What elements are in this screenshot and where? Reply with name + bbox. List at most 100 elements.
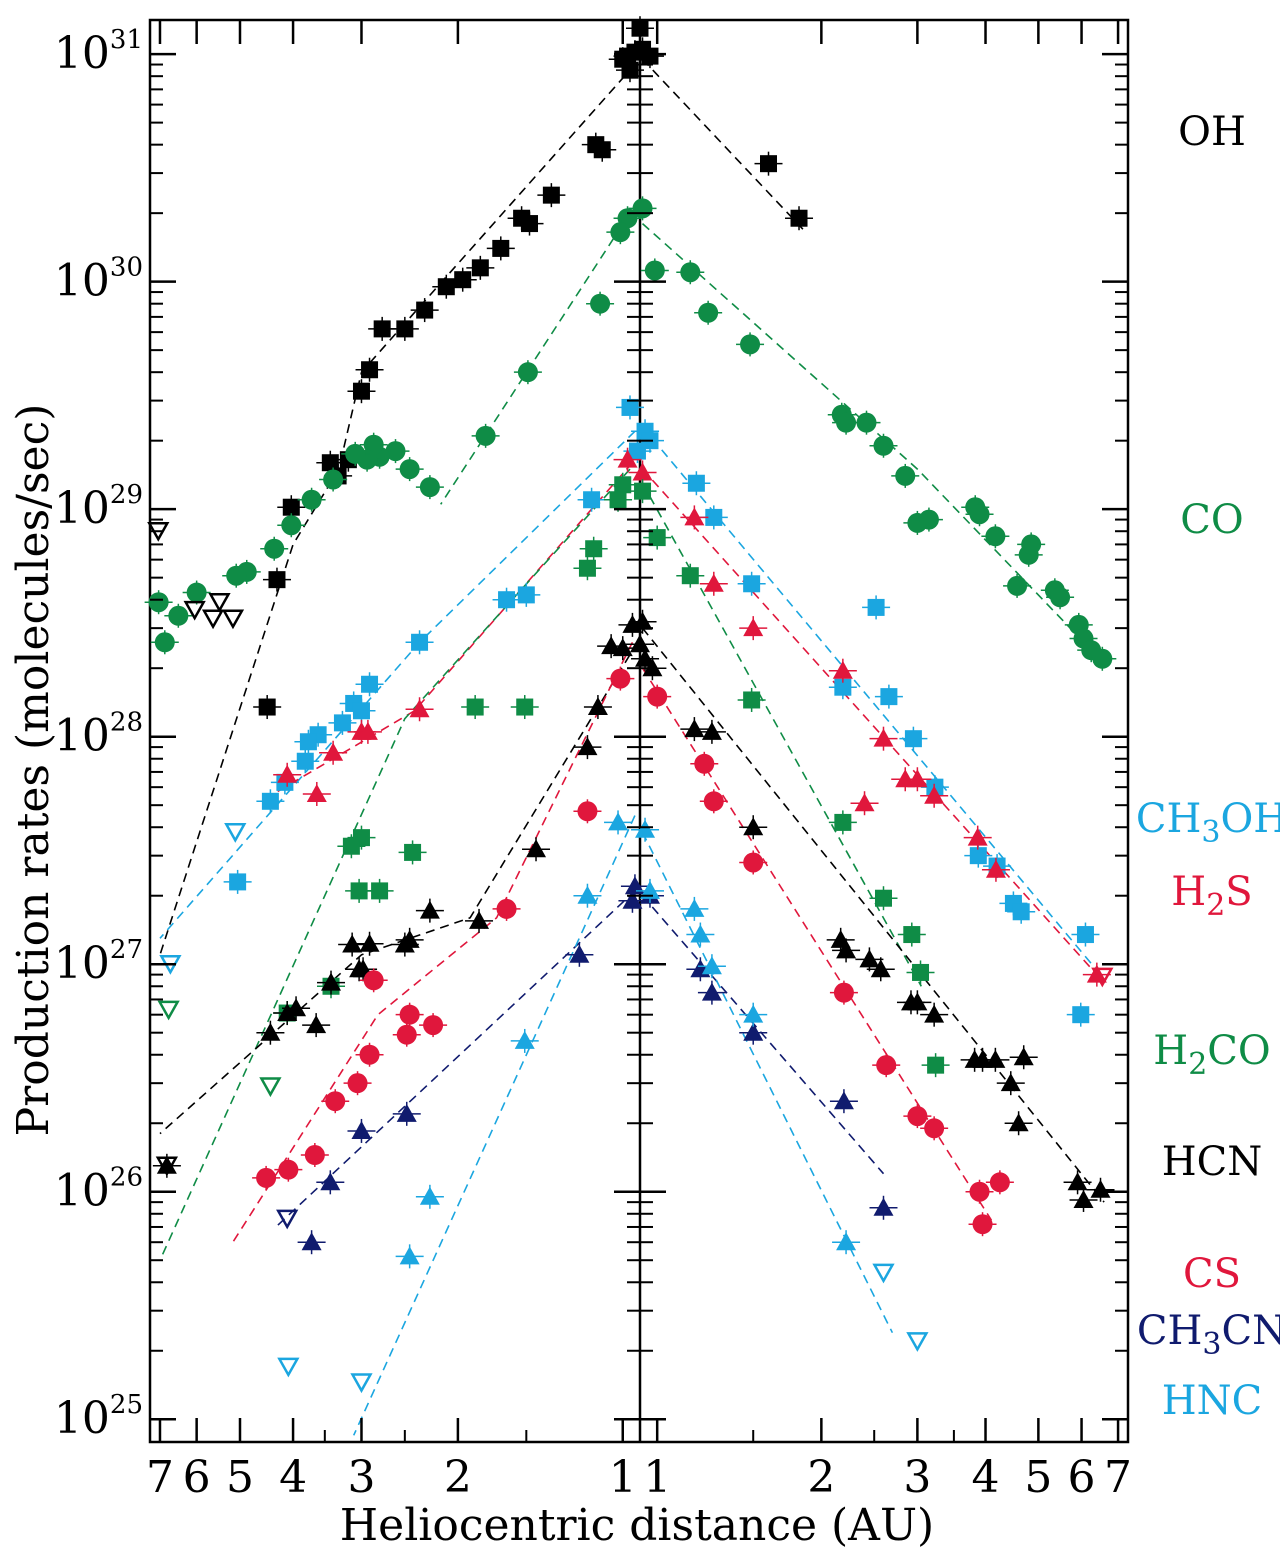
h2s-point-post: [903, 767, 932, 792]
hcn-point-post: [832, 938, 861, 963]
cs-point-post: [968, 1212, 997, 1237]
hnc-point-pre: [510, 1028, 539, 1053]
y-tick-label: 1025: [54, 1390, 143, 1444]
legend-entry: CS: [1183, 1251, 1241, 1297]
x-tick-label: 3: [903, 1452, 931, 1503]
h2co-point-pre: [510, 695, 539, 720]
h2co-point-post: [897, 922, 926, 947]
ch3oh-point-pre: [355, 672, 384, 697]
legend-entry: H2CO: [1153, 1028, 1270, 1082]
ch3oh-point-pre: [223, 869, 252, 894]
h2co-point-post: [869, 886, 898, 911]
ch3cn-point-pre: [347, 1118, 376, 1143]
h2co-point-pre: [337, 834, 366, 859]
h2co-point-pre: [573, 556, 602, 581]
co-point-pre: [341, 441, 370, 466]
cs-point-pre: [343, 1071, 372, 1096]
hnc-point-pre: [604, 810, 633, 835]
hcn-point-post: [628, 609, 657, 634]
co-point-post: [891, 463, 920, 488]
h2co-point-post: [628, 479, 657, 504]
co-point-pre: [182, 580, 211, 605]
oh-upper-limit: [208, 592, 231, 613]
co-point-post: [852, 410, 881, 435]
fit-line-oh-pre: [159, 63, 636, 956]
cs-point-post: [965, 1179, 994, 1204]
co-point-pre: [359, 432, 388, 457]
h2co-point-post: [921, 1053, 950, 1078]
ch3oh-point-post: [682, 471, 711, 496]
ch3oh-point-pre: [256, 789, 285, 814]
fit-line-hcn-pre: [159, 641, 639, 1135]
y-tick-label: 1028: [54, 708, 143, 762]
h2s-point-pre: [613, 447, 642, 472]
h2co-point-pre: [579, 536, 608, 561]
co-point-pre: [277, 513, 306, 538]
hcn-point-pre: [465, 908, 494, 933]
oh-point-pre: [581, 132, 610, 157]
y-tick-label: 1026: [54, 1163, 143, 1217]
hcn-point-pre: [390, 932, 419, 957]
hnc-upper-limit: [872, 1263, 895, 1284]
hnc-point-pre: [415, 1184, 444, 1209]
cs-point-post: [739, 850, 768, 875]
co-point-pre: [222, 563, 251, 588]
ch3oh-point-post: [737, 571, 766, 596]
hcn-point-post: [631, 646, 660, 671]
cs-point-pre: [395, 1002, 424, 1027]
co-point-pre: [513, 360, 542, 385]
hcn-point-pre: [355, 931, 384, 956]
co-point-pre: [415, 475, 444, 500]
y-tick-label: 1027: [54, 935, 143, 989]
h2co-point-pre: [365, 878, 394, 903]
h2co-point-pre: [345, 878, 374, 903]
legend-entry: H2S: [1171, 869, 1252, 923]
oh-point-pre: [537, 183, 566, 208]
ch3cn-upper-limit: [276, 1209, 299, 1230]
h2s-point-post: [869, 726, 898, 751]
cs-point-pre: [573, 799, 602, 824]
x-tick-label: 4: [279, 1452, 307, 1503]
cs-point-post: [985, 1170, 1014, 1195]
cs-point-pre: [606, 666, 635, 691]
oh-point-post: [635, 44, 664, 69]
ch3oh-upper-limit: [224, 823, 247, 843]
x-tick-label: 4: [972, 1452, 1000, 1503]
h2co-point-post: [643, 525, 672, 550]
hcn-point-post: [1086, 1177, 1115, 1202]
y-tick-label: 1029: [54, 480, 143, 534]
cs-point-post: [643, 684, 672, 709]
y-axis-title: Production rates (molecules/sec): [8, 404, 59, 1137]
ch3cn-point-post: [869, 1195, 898, 1220]
ch3cn-point-pre: [392, 1101, 421, 1126]
y-tick-label: 1031: [54, 25, 143, 79]
legend-entry: HCN: [1162, 1139, 1263, 1185]
x-tick-label: 6: [1068, 1452, 1096, 1503]
hnc-point-post: [686, 922, 715, 947]
h2s-point-post: [739, 616, 768, 641]
x-tick-label: 2: [807, 1452, 835, 1503]
h2co-upper-limit: [259, 1077, 282, 1098]
oh-point-pre: [486, 236, 515, 261]
h2s-point-post: [828, 658, 857, 683]
hcn-point-post: [1009, 1045, 1038, 1070]
legend-entry: CH3OH: [1136, 796, 1280, 850]
co-point-post: [1046, 585, 1075, 610]
ch3cn-point-pre: [565, 942, 594, 967]
legend-entry: HNC: [1162, 1378, 1263, 1424]
ch3cn-point-pre: [620, 874, 649, 899]
oh-point-pre: [466, 255, 495, 280]
hcn-point-pre: [583, 695, 612, 720]
legend-entry: OH: [1178, 109, 1246, 155]
hcn-point-post: [903, 990, 932, 1015]
hcn-point-post: [697, 719, 726, 744]
cs-point-pre: [359, 968, 388, 993]
ch3oh-point-post: [1071, 922, 1100, 947]
oh-point-pre: [626, 16, 654, 41]
hcn-point-pre: [256, 1020, 285, 1045]
oh-point-pre: [507, 206, 536, 231]
fit-line-cs-pre: [230, 641, 634, 1247]
hcn-point-post: [1063, 1170, 1092, 1195]
co-point-pre: [606, 220, 635, 245]
